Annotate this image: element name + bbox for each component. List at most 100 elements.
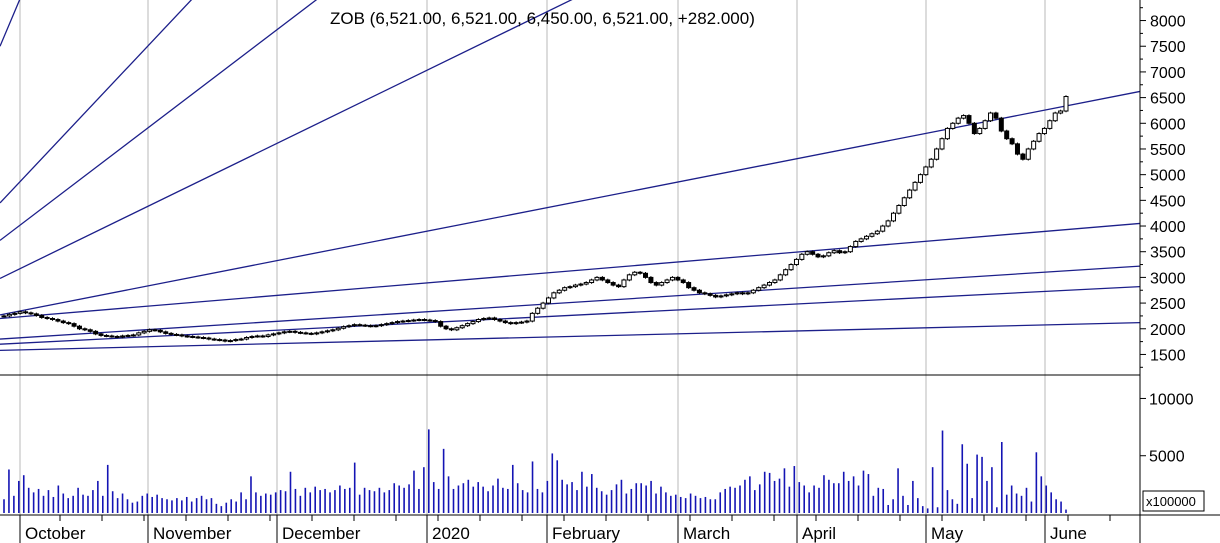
candle [556,288,562,295]
candle [244,336,250,341]
candle [799,252,805,261]
candle [718,294,724,299]
candle [384,322,390,326]
candle [804,250,810,256]
candle [966,114,972,125]
candle [901,196,907,207]
candle [335,326,341,332]
candle [529,312,535,323]
candle [653,281,659,287]
candle [756,286,762,292]
candle [6,313,12,318]
candle [50,317,56,321]
candle [702,291,708,296]
candle [470,320,476,325]
price-tick-label: 1500 [1150,347,1186,364]
candle [184,334,190,338]
fan-lines [0,0,1141,351]
candle [60,319,66,324]
candle [562,286,568,292]
candle [837,249,843,255]
candle [729,292,735,297]
price-tick-label: 4000 [1150,219,1186,236]
candle [874,229,880,236]
month-label: October [25,524,86,543]
candle [33,312,39,317]
candle [443,324,449,331]
candle [459,324,465,330]
candle [114,335,120,339]
candle [395,320,401,324]
month-gridlines [19,0,1046,515]
candle [955,116,961,125]
candle [271,332,277,337]
candle [492,316,498,321]
candle [281,330,287,335]
candle [847,245,853,253]
candle [977,127,983,135]
month-label: 2020 [432,524,470,543]
candle [934,147,940,161]
candle [594,276,600,282]
candle [745,291,751,296]
candle [454,326,460,332]
candle [853,240,859,248]
candle [497,318,503,323]
candle [707,292,713,297]
price-tick-label: 3500 [1150,245,1186,262]
candle [136,331,142,337]
month-axis: October November December 2020 February March… [19,515,1111,543]
candle [1036,132,1042,143]
volume-unit-label: x100000 [1146,494,1196,509]
price-tick-label: 8000 [1150,14,1186,31]
candle [23,310,29,315]
candle [659,281,665,287]
candle [723,293,729,298]
candle [583,281,589,286]
candle [157,329,163,334]
candle [605,278,611,284]
candle [1020,152,1026,161]
candle [885,219,891,228]
candle [260,334,266,338]
price-tick-label: 2500 [1150,296,1186,313]
volume-tick-label: 5000 [1149,449,1185,466]
candle [141,330,147,335]
candle [982,119,988,130]
candle [923,165,929,176]
candle [222,338,228,343]
candle [98,332,104,337]
price-axis: 1500 2000 2500 3000 3500 4000 4500 5000 5500 6000… [1140,7,1186,368]
candle [249,335,255,339]
candle [767,281,773,287]
fan-line [0,265,1141,340]
volume-bars [3,429,1067,513]
candle [971,122,977,135]
candle [826,251,832,258]
candle [287,330,293,334]
candle [880,224,886,233]
candle [227,339,233,343]
month-label: June [1050,524,1087,543]
month-label: April [802,524,836,543]
candle [944,127,950,140]
candle [421,318,427,322]
candle [1004,129,1010,140]
candle [540,301,546,310]
candle [890,211,896,223]
candle [524,319,530,324]
candle [616,283,622,288]
candle [686,281,692,289]
candle [346,324,352,328]
price-candles [1,95,1069,343]
month-label: March [683,524,730,543]
candle [917,173,923,184]
candle [314,331,320,336]
candle [55,318,61,323]
candle [238,337,244,341]
candle [1047,119,1053,130]
fan-line [0,222,1141,320]
candle [551,291,557,300]
candle [626,273,632,282]
